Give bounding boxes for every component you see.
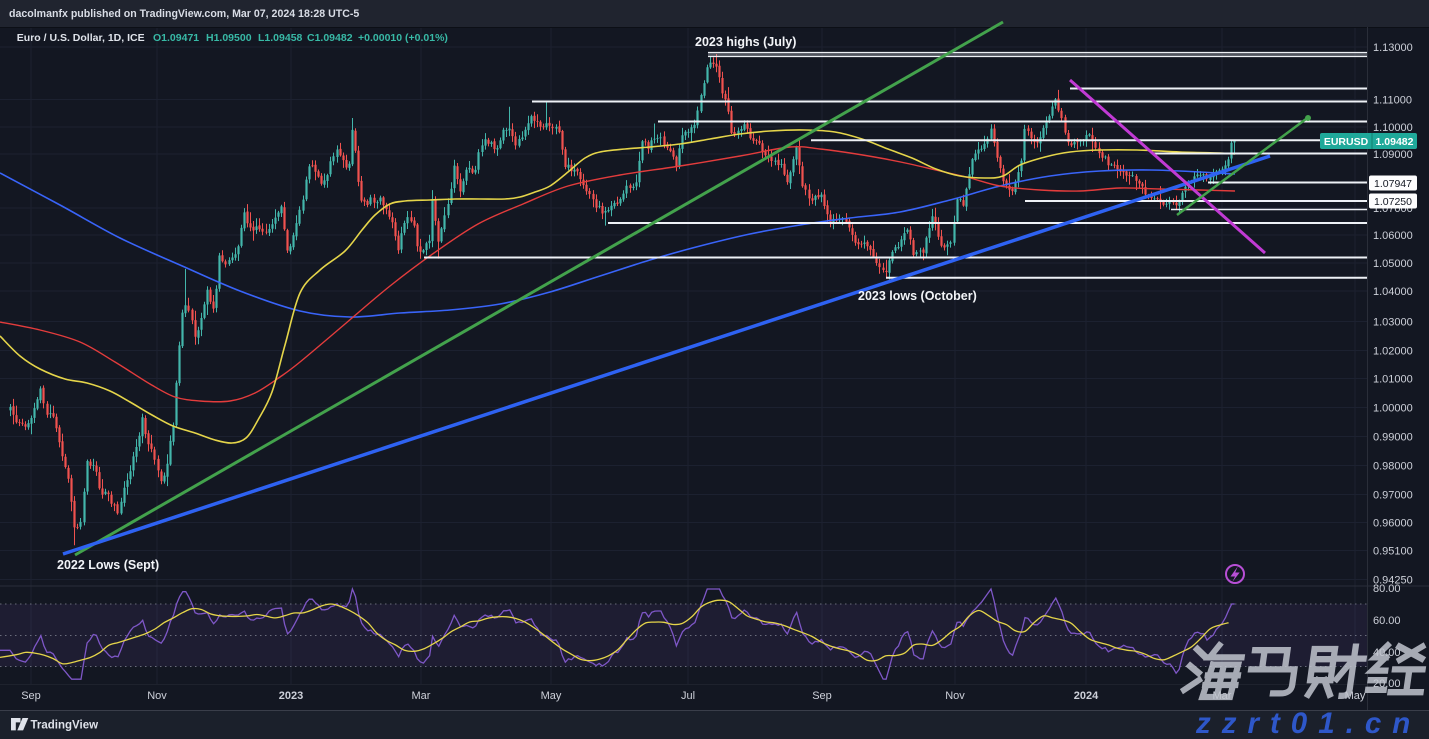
svg-text:0.98000: 0.98000 (1373, 460, 1413, 472)
svg-text:Jul: Jul (681, 690, 695, 702)
svg-text:2022 Lows (Sept): 2022 Lows (Sept) (57, 558, 159, 572)
svg-text:1.01000: 1.01000 (1373, 373, 1413, 385)
svg-text:2024: 2024 (1074, 690, 1099, 702)
svg-text:2023: 2023 (279, 690, 303, 702)
svg-text:1.10000: 1.10000 (1373, 122, 1413, 134)
svg-text:Mar: Mar (412, 690, 431, 702)
svg-text:+0.00010 (+0.01%): +0.00010 (+0.01%) (358, 32, 448, 44)
svg-text:2023 lows (October): 2023 lows (October) (858, 289, 977, 303)
svg-text:1.00000: 1.00000 (1373, 402, 1413, 414)
svg-text:80.00: 80.00 (1373, 583, 1401, 595)
svg-text:EURUSD: EURUSD (1324, 136, 1369, 148)
svg-text:1.09482: 1.09482 (1376, 136, 1414, 148)
svg-text:TradingView: TradingView (31, 720, 99, 732)
svg-text:2023 highs (July): 2023 highs (July) (695, 35, 796, 49)
svg-text:L1.09458: L1.09458 (258, 32, 303, 44)
svg-text:0.96000: 0.96000 (1373, 517, 1413, 529)
svg-text:Nov: Nov (147, 690, 167, 702)
svg-text:1.05000: 1.05000 (1373, 258, 1413, 270)
svg-text:1.07250: 1.07250 (1374, 196, 1412, 208)
svg-text:1.03000: 1.03000 (1373, 316, 1413, 328)
svg-text:Euro / U.S. Dollar, 1D, ICE: Euro / U.S. Dollar, 1D, ICE (17, 32, 145, 44)
svg-text:1.06000: 1.06000 (1373, 230, 1413, 242)
svg-text:0.99000: 0.99000 (1373, 431, 1413, 443)
svg-text:1.13000: 1.13000 (1373, 42, 1413, 54)
svg-text:H1.09500: H1.09500 (206, 32, 252, 44)
svg-text:0.94250: 0.94250 (1373, 574, 1413, 586)
svg-text:Nov: Nov (945, 690, 965, 702)
svg-text:1.07947: 1.07947 (1374, 178, 1412, 190)
svg-text:1.11000: 1.11000 (1373, 94, 1412, 106)
svg-text:60.00: 60.00 (1373, 615, 1401, 627)
svg-text:C1.09482: C1.09482 (307, 32, 353, 44)
svg-text:zzrt01.cn: zzrt01.cn (1195, 707, 1421, 739)
svg-text:Sep: Sep (21, 690, 41, 702)
svg-text:May: May (541, 690, 562, 702)
svg-text:0.95100: 0.95100 (1373, 545, 1413, 557)
svg-text:O1.09471: O1.09471 (153, 32, 199, 44)
svg-text:Sep: Sep (812, 690, 832, 702)
svg-text:dacolmanfx published on Tradin: dacolmanfx published on TradingView.com,… (9, 8, 359, 20)
svg-text:0.97000: 0.97000 (1373, 489, 1413, 501)
svg-text:1.02000: 1.02000 (1373, 345, 1413, 357)
svg-text:1.09000: 1.09000 (1373, 149, 1413, 161)
svg-text:1.04000: 1.04000 (1373, 286, 1413, 298)
